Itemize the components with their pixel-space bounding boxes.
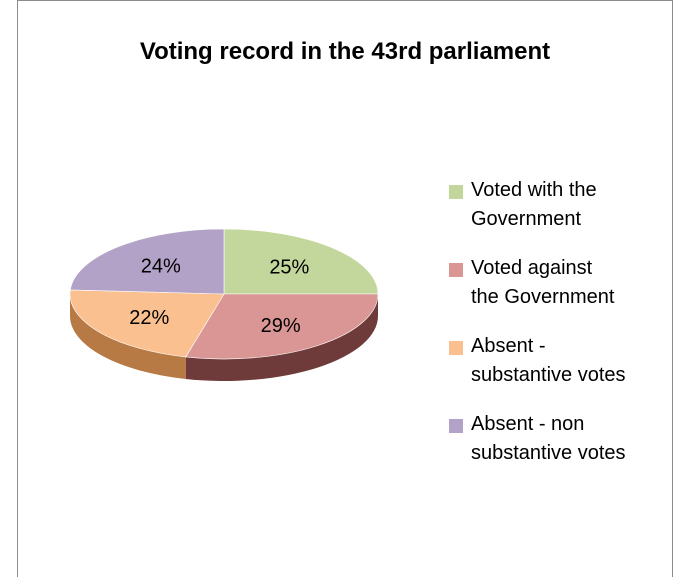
pie-labels: 25% 29% 22% 24% xyxy=(129,256,309,337)
pie-slice xyxy=(69,228,225,295)
pie-slice-label: 29% xyxy=(261,315,301,337)
legend-swatch xyxy=(449,263,463,277)
pie-slice-side xyxy=(185,294,379,382)
legend-label-line: substantive votes xyxy=(471,442,626,464)
pie-slice xyxy=(223,228,379,295)
legend-label-line: Voted against xyxy=(471,257,593,279)
legend-label-line: Government xyxy=(471,208,582,230)
pie-slice xyxy=(185,293,379,360)
pie-side xyxy=(70,294,379,382)
pie-slice-label: 25% xyxy=(269,256,309,278)
legend-label-line: Absent - non xyxy=(471,413,585,435)
pie-slice-side xyxy=(70,294,186,379)
legend-swatch xyxy=(449,341,463,355)
legend-item-voted-with: Voted with the Government xyxy=(449,176,669,234)
legend-item-absent-non-substantive: Absent - non substantive votes xyxy=(449,410,669,468)
pie-top xyxy=(69,228,379,360)
pie-slice-label: 24% xyxy=(141,256,181,278)
legend-label-line: the Government xyxy=(471,286,615,308)
legend-swatch xyxy=(449,419,463,433)
legend-label-line: Absent - xyxy=(471,335,546,357)
pie-slice xyxy=(69,289,225,358)
legend: Voted with the Government Voted against … xyxy=(449,176,669,488)
legend-label-line: Voted with the xyxy=(471,179,597,201)
legend-item-absent-substantive: Absent - substantive votes xyxy=(449,332,669,390)
legend-swatch xyxy=(449,185,463,199)
legend-label-line: substantive votes xyxy=(471,364,626,386)
pie-slice-label: 22% xyxy=(129,307,169,329)
legend-item-voted-against: Voted against the Government xyxy=(449,254,669,312)
chart-title: Voting record in the 43rd parliament xyxy=(139,38,551,65)
